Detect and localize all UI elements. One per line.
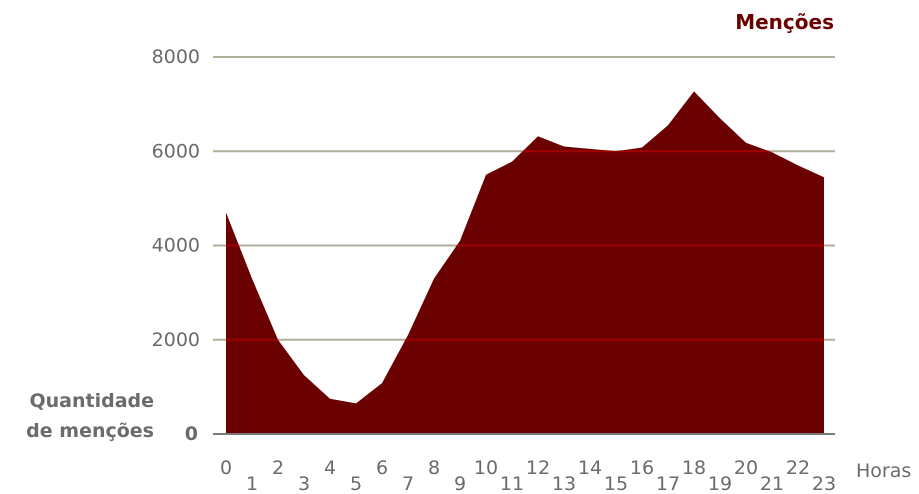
y-axis-label-line1: Quantidade <box>29 390 154 412</box>
legend-label: Menções <box>735 10 834 34</box>
y-tick-label: 6000 <box>152 140 200 162</box>
x-tick-label: 0 <box>220 457 232 479</box>
x-tick-label: 11 <box>500 473 524 494</box>
x-tick-label: 13 <box>552 473 576 494</box>
x-tick-label: 23 <box>812 473 836 494</box>
y-axis-ticks: 8000 6000 4000 2000 0 <box>152 46 200 445</box>
x-tick-label: 19 <box>708 473 732 494</box>
x-tick-label: 1 <box>246 473 258 494</box>
y-tick-label: 2000 <box>152 329 200 351</box>
x-tick-label: 17 <box>656 473 680 494</box>
x-tick-label: 18 <box>682 457 706 479</box>
x-tick-label: 10 <box>474 457 498 479</box>
x-axis-label: Horas <box>856 460 911 482</box>
x-tick-label: 21 <box>760 473 784 494</box>
x-tick-label: 7 <box>402 473 414 494</box>
x-tick-label: 9 <box>454 473 466 494</box>
x-tick-label: 22 <box>786 457 810 479</box>
area-series-mencoes <box>226 91 824 435</box>
x-tick-label: 12 <box>526 457 550 479</box>
x-tick-label: 4 <box>324 457 336 479</box>
y-tick-label: 8000 <box>152 46 200 68</box>
x-tick-label: 5 <box>350 473 362 494</box>
y-tick-label: 4000 <box>152 235 200 257</box>
y-tick-label: 0 <box>185 423 198 445</box>
x-tick-label: 14 <box>578 457 602 479</box>
x-tick-label: 16 <box>630 457 654 479</box>
x-tick-label: 15 <box>604 473 628 494</box>
x-tick-label: 2 <box>272 457 284 479</box>
x-tick-label: 20 <box>734 457 758 479</box>
x-tick-label: 8 <box>428 457 440 479</box>
y-axis-label-line2: de menções <box>26 420 154 442</box>
x-tick-label: 3 <box>298 473 310 494</box>
x-tick-label: 6 <box>376 457 388 479</box>
